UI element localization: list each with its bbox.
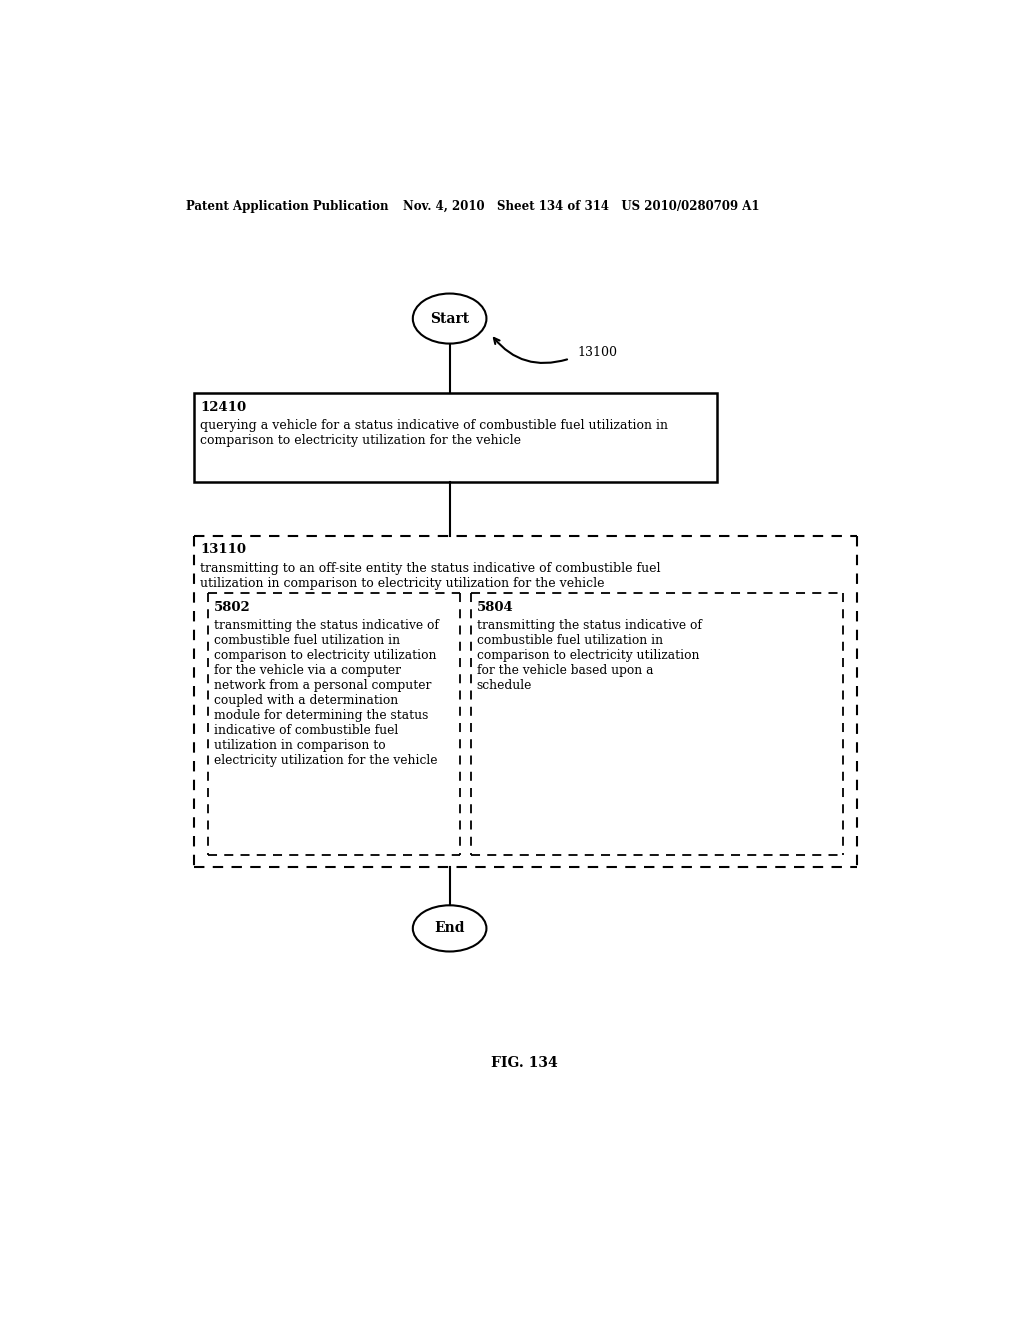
- Text: 13110: 13110: [200, 544, 246, 557]
- Text: 5804: 5804: [477, 601, 513, 614]
- Text: transmitting the status indicative of
combustible fuel utilization in
comparison: transmitting the status indicative of co…: [214, 619, 439, 767]
- Bar: [194, 393, 717, 482]
- Text: FIG. 134: FIG. 134: [492, 1056, 558, 1071]
- Text: 13100: 13100: [578, 346, 617, 359]
- Text: Patent Application Publication: Patent Application Publication: [186, 199, 389, 213]
- Text: querying a vehicle for a status indicative of combustible fuel utilization in
co: querying a vehicle for a status indicati…: [200, 420, 668, 447]
- Text: Start: Start: [430, 312, 469, 326]
- Text: transmitting the status indicative of
combustible fuel utilization in
comparison: transmitting the status indicative of co…: [477, 619, 701, 692]
- Text: 5802: 5802: [214, 601, 251, 614]
- Text: End: End: [434, 921, 465, 936]
- Text: transmitting to an off-site entity the status indicative of combustible fuel
uti: transmitting to an off-site entity the s…: [200, 562, 660, 590]
- Text: 12410: 12410: [200, 401, 246, 414]
- Text: Nov. 4, 2010   Sheet 134 of 314   US 2010/0280709 A1: Nov. 4, 2010 Sheet 134 of 314 US 2010/02…: [403, 199, 760, 213]
